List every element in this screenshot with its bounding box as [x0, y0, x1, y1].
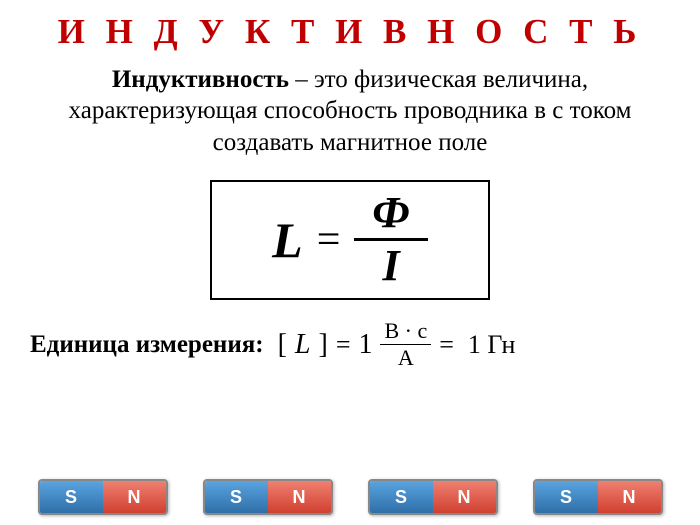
units-eq2: =: [439, 330, 454, 360]
magnet-icon: S N: [533, 479, 663, 515]
main-formula: L = Ф I: [272, 191, 428, 288]
bracket-close: ]: [318, 329, 327, 361]
magnets-row: S N S N S N S N: [0, 479, 700, 515]
magnet-icon: S N: [203, 479, 333, 515]
units-var: L: [295, 329, 311, 361]
units-frac-num: В · с: [380, 320, 431, 342]
bracket-open: [: [278, 329, 287, 361]
definition-text: Индуктивность – это физическая величина,…: [0, 52, 700, 158]
formula-denominator: I: [383, 244, 400, 288]
magnet-n-pole: N: [103, 481, 166, 513]
magnet-n-pole: N: [433, 481, 496, 513]
formula-lhs: L: [272, 211, 303, 269]
magnet-s-pole: S: [40, 481, 103, 513]
units-row: Единица измерения: [L] = 1 В · с А = 1 Г…: [0, 300, 700, 370]
magnet-n-pole: N: [598, 481, 661, 513]
magnet-n-pole: N: [268, 481, 331, 513]
magnet-s-pole: S: [370, 481, 433, 513]
units-expression: [L] = 1 В · с А = 1 Гн: [278, 320, 516, 370]
units-gn: Гн: [487, 330, 515, 359]
magnet-icon: S N: [368, 479, 498, 515]
units-eq1: =: [336, 330, 351, 360]
units-result: 1 Гн: [468, 330, 515, 360]
magnet-s-pole: S: [535, 481, 598, 513]
units-label: Единица измерения:: [30, 331, 264, 359]
units-one1: 1: [358, 329, 372, 361]
main-formula-box: L = Ф I: [210, 180, 490, 300]
page-title: И Н Д У К Т И В Н О С Т Ь: [0, 0, 700, 52]
formula-fraction: Ф I: [354, 191, 427, 288]
units-one2: 1: [468, 330, 481, 359]
units-frac-den: А: [398, 347, 414, 369]
magnet-s-pole: S: [205, 481, 268, 513]
definition-term: Индуктивность: [112, 66, 289, 93]
formula-numerator: Ф: [354, 191, 427, 235]
magnet-icon: S N: [38, 479, 168, 515]
units-fraction: В · с А: [380, 320, 431, 370]
formula-equals: =: [317, 216, 341, 264]
